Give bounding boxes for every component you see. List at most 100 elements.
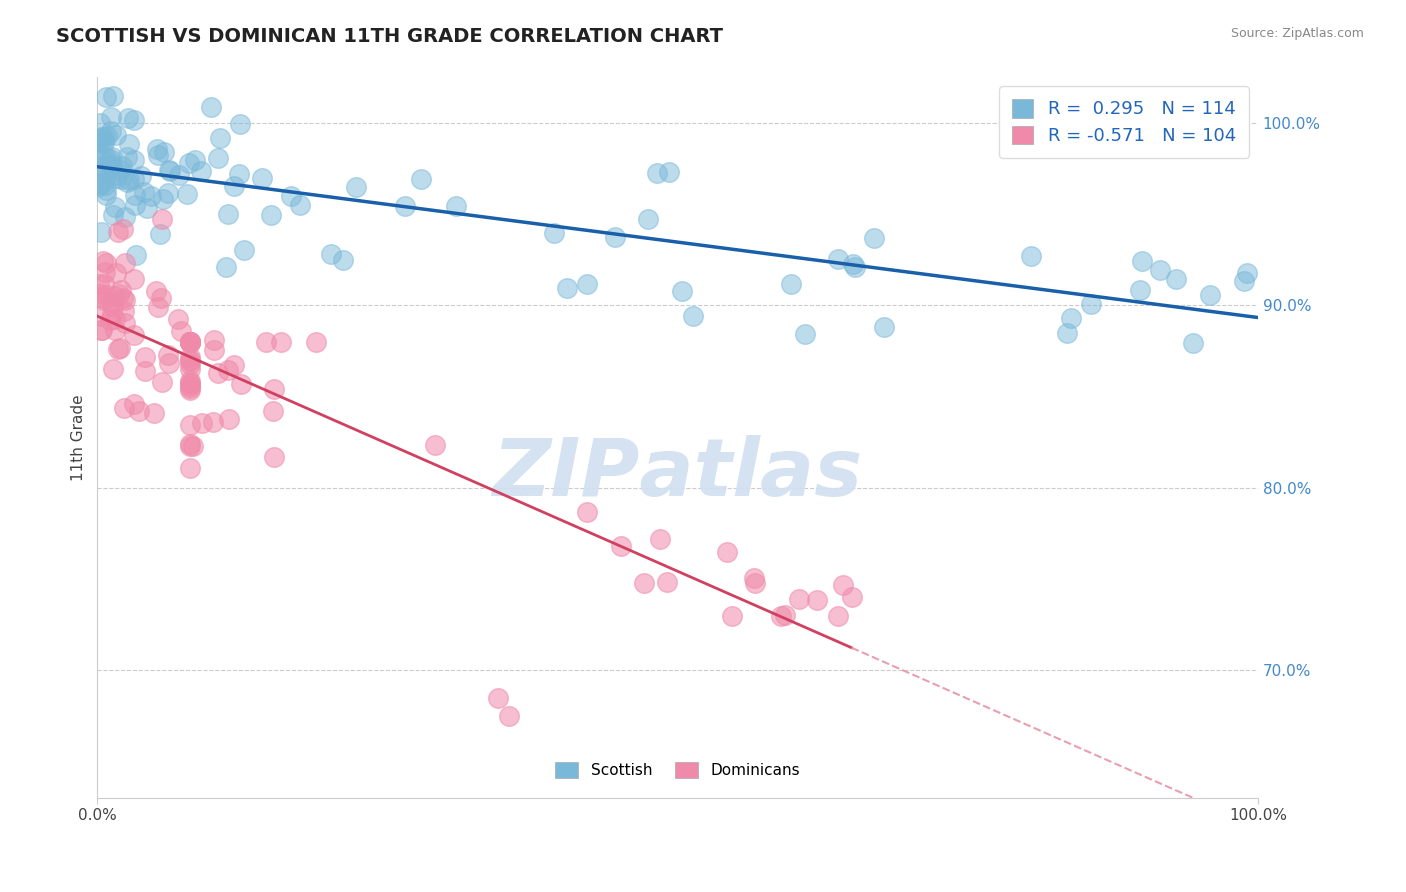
Text: ZIP​atlas: ZIP​atlas: [492, 434, 863, 513]
Point: [191, 416, 214, 430]
Y-axis label: 11th Grade: 11th Grade: [72, 394, 86, 481]
Point: [100, 124, 122, 138]
Point: [425, 438, 447, 452]
Point: [87, 152, 110, 166]
Point: [93, 129, 115, 144]
Point: [146, 301, 169, 315]
Point: [139, 189, 162, 203]
Point: [555, 281, 578, 295]
Point: [118, 136, 141, 151]
Point: [104, 312, 127, 326]
Point: [96, 169, 118, 183]
Point: [789, 592, 811, 607]
Point: [1132, 254, 1154, 268]
Point: [157, 162, 180, 177]
Point: [1149, 263, 1171, 277]
Point: [136, 201, 159, 215]
Point: [117, 111, 139, 125]
Point: [122, 328, 145, 343]
Point: [179, 334, 201, 349]
Point: [122, 272, 145, 286]
Point: [91, 253, 114, 268]
Point: [202, 333, 225, 347]
Point: [107, 225, 129, 239]
Point: [1129, 283, 1152, 297]
Point: [657, 165, 679, 179]
Point: [779, 277, 801, 291]
Point: [101, 361, 124, 376]
Point: [648, 532, 671, 546]
Point: [633, 575, 655, 590]
Point: [90, 323, 112, 337]
Point: [94, 188, 117, 202]
Point: [115, 150, 138, 164]
Point: [100, 296, 122, 310]
Point: [179, 334, 201, 349]
Point: [793, 327, 815, 342]
Point: [576, 277, 599, 292]
Point: [394, 199, 416, 213]
Point: [87, 277, 110, 292]
Point: [682, 309, 704, 323]
Point: [806, 593, 828, 607]
Point: [1060, 311, 1083, 326]
Point: [114, 316, 136, 330]
Point: [179, 334, 201, 349]
Point: [179, 383, 201, 397]
Point: [200, 100, 222, 114]
Point: [134, 351, 156, 365]
Point: [179, 439, 201, 453]
Point: [94, 178, 117, 193]
Point: [217, 207, 239, 221]
Point: [146, 142, 169, 156]
Point: [105, 168, 128, 182]
Point: [645, 165, 668, 179]
Point: [655, 575, 678, 590]
Point: [344, 180, 367, 194]
Point: [176, 187, 198, 202]
Point: [90, 129, 112, 144]
Point: [179, 460, 201, 475]
Point: [208, 131, 231, 145]
Point: [98, 161, 121, 176]
Point: [101, 307, 124, 321]
Point: [101, 159, 124, 173]
Point: [103, 88, 125, 103]
Point: [769, 608, 792, 623]
Point: [179, 380, 201, 394]
Point: [863, 230, 886, 244]
Point: [115, 176, 138, 190]
Point: [104, 266, 127, 280]
Point: [94, 150, 117, 164]
Point: [89, 131, 111, 145]
Point: [290, 198, 312, 212]
Point: [543, 226, 565, 240]
Point: [610, 539, 633, 553]
Point: [1182, 335, 1205, 350]
Point: [104, 200, 127, 214]
Point: [184, 153, 207, 167]
Point: [114, 293, 136, 307]
Point: [444, 198, 467, 212]
Point: [637, 211, 659, 226]
Point: [149, 227, 172, 241]
Point: [94, 256, 117, 270]
Point: [111, 222, 134, 236]
Point: [1056, 326, 1078, 340]
Point: [179, 350, 201, 364]
Point: [207, 151, 229, 165]
Point: [179, 362, 201, 376]
Point: [124, 198, 146, 212]
Point: [96, 128, 118, 143]
Point: [134, 363, 156, 377]
Point: [332, 253, 354, 268]
Point: [125, 248, 148, 262]
Point: [114, 255, 136, 269]
Point: [321, 247, 343, 261]
Point: [101, 208, 124, 222]
Point: [157, 356, 180, 370]
Point: [100, 110, 122, 124]
Point: [603, 230, 626, 244]
Point: [96, 162, 118, 177]
Point: [107, 287, 129, 301]
